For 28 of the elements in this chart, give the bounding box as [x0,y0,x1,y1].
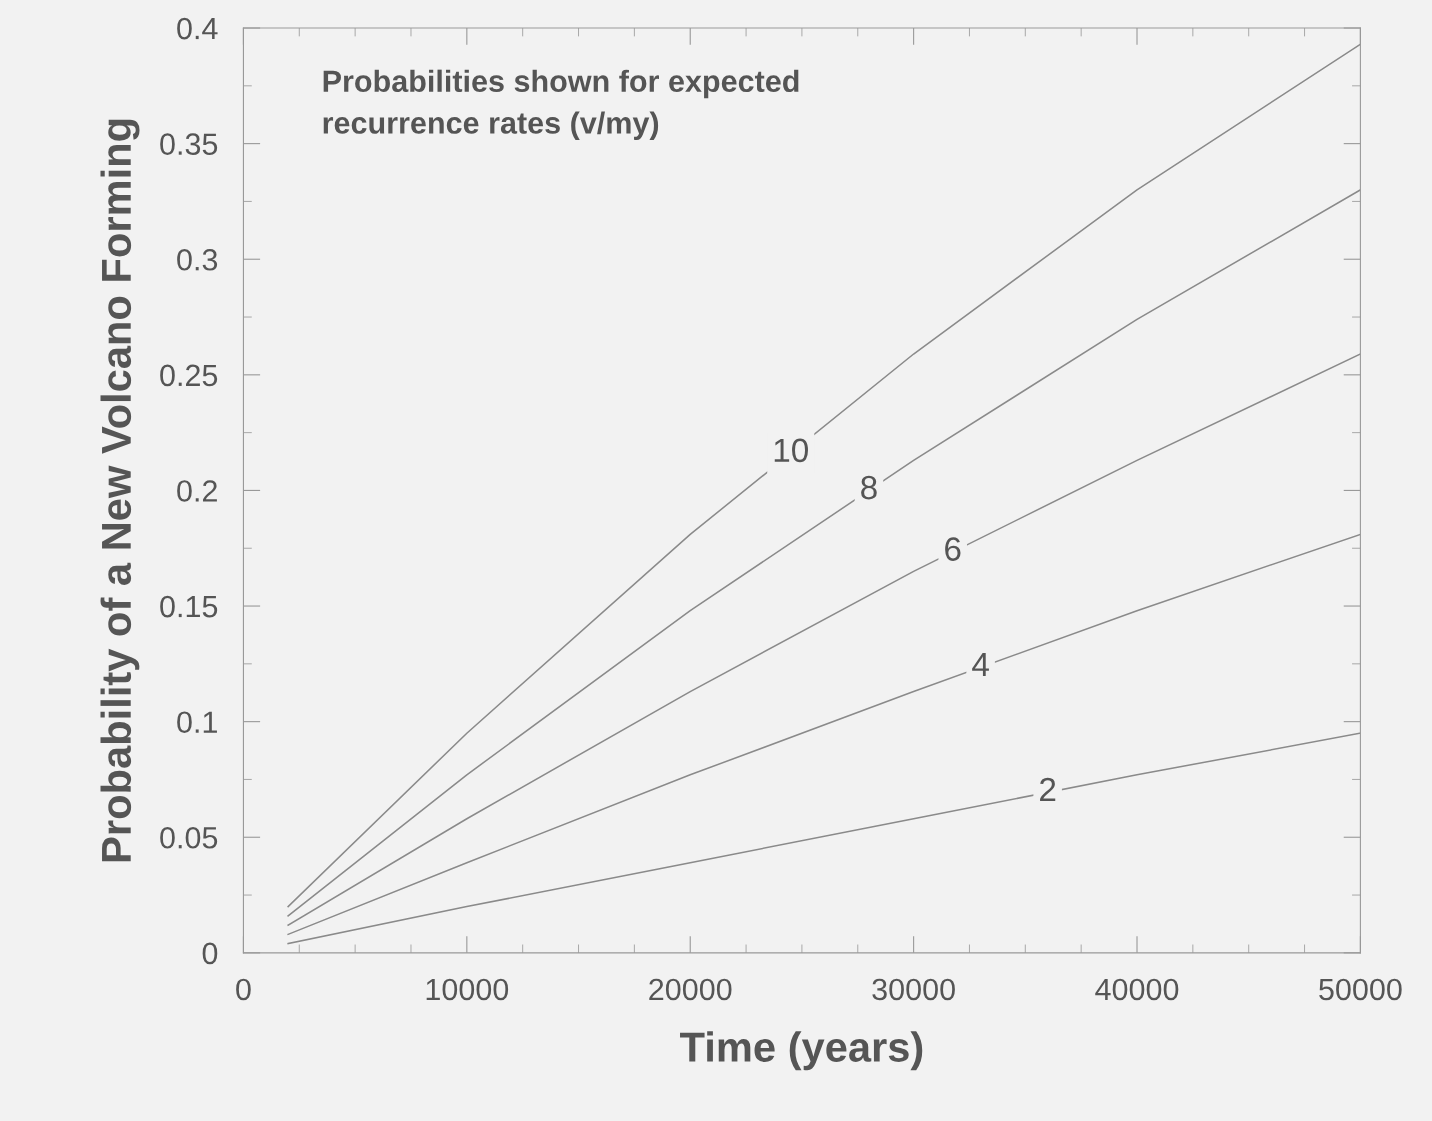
x-tick-label: 50000 [1319,978,1402,1001]
line-series [287,732,1361,945]
x-tick-label: 40000 [1095,978,1179,1001]
y-tick-label: 0.2 [177,480,217,502]
y-tick-label: 0 [202,942,218,965]
y-tick-label: 0.4 [177,17,218,40]
x-tick-label: 30000 [872,978,955,1001]
y-tick-label: 0.15 [160,595,218,618]
series-label: 6 [945,537,961,561]
y-tick-label: 0.35 [160,133,218,155]
x-tick-label: 10000 [426,978,509,1001]
y-tick-label: 0.05 [160,826,218,849]
series-label: 8 [861,475,877,500]
x-axis-title: Time (years) [680,1031,923,1071]
line-series [287,353,1361,926]
series-label: 2 [1040,777,1056,802]
y-tick-label: 0.1 [177,711,217,734]
annotation: Probabilities shown for expected recurrence rates (v/my) [323,69,799,140]
line-series [287,533,1361,936]
series-label: 10 [774,438,808,463]
x-tick-label: 20000 [649,978,732,1001]
y-tick-label: 0.3 [177,248,218,271]
series-label: 4 [972,653,989,676]
y-tick-label: 0.25 [160,364,218,387]
line-series [287,189,1361,917]
x-tick-label: 0 [236,978,251,1001]
line-series [287,43,1361,908]
y-axis-title: Probability of a New Volcano Forming [100,119,140,862]
